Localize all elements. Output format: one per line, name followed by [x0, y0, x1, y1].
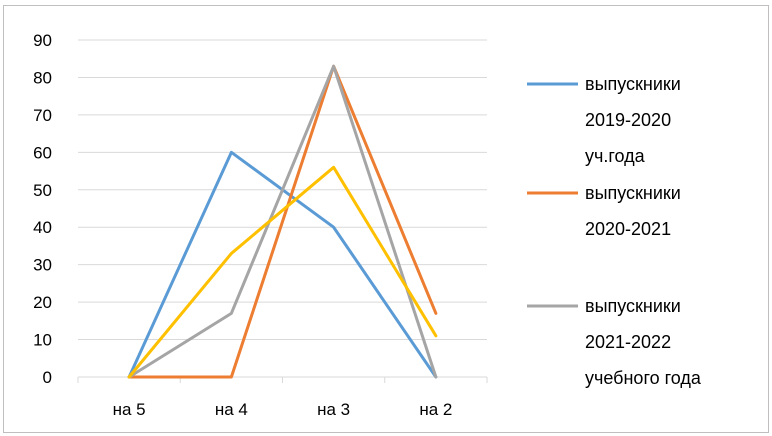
y-tick-label: 50	[33, 181, 52, 200]
x-tick-label: на 5	[113, 400, 146, 419]
series-line-3	[127, 165, 438, 379]
y-tick-label: 30	[33, 256, 52, 275]
x-tick-label: на 4	[215, 400, 248, 419]
legend-label: выпускники	[585, 296, 681, 316]
y-tick-label: 80	[33, 68, 52, 87]
legend-label: 2021-2022	[585, 332, 671, 352]
y-axis-tick-labels: 0 10 20 30 40 50 60 70 80 90	[33, 31, 52, 387]
legend-label: уч.года	[585, 146, 646, 166]
x-axis-tick-labels: на 5 на 4 на 3 на 2	[113, 400, 453, 419]
series-lines	[127, 64, 438, 379]
y-tick-label: 40	[33, 218, 52, 237]
series-line-2	[127, 64, 438, 379]
series-line-1	[127, 64, 438, 379]
legend-label: выпускники	[585, 183, 681, 203]
y-tick-label: 70	[33, 106, 52, 125]
legend: выпускники 2019-2020 уч.года выпускники 2020…	[527, 74, 702, 388]
legend-label: 2019-2020	[585, 110, 671, 130]
x-tick-label: на 3	[317, 400, 350, 419]
legend-label: выпускники	[585, 74, 681, 94]
y-tick-label: 60	[33, 143, 52, 162]
y-tick-label: 90	[33, 31, 52, 50]
y-tick-label: 20	[33, 293, 52, 312]
legend-label: 2020-2021	[585, 219, 671, 239]
y-tick-label: 10	[33, 331, 52, 350]
legend-label: учебного года	[585, 368, 702, 388]
gridlines	[78, 39, 487, 341]
x-tick-label: на 2	[419, 400, 452, 419]
y-tick-label: 0	[43, 368, 52, 387]
chart-frame	[3, 5, 769, 433]
